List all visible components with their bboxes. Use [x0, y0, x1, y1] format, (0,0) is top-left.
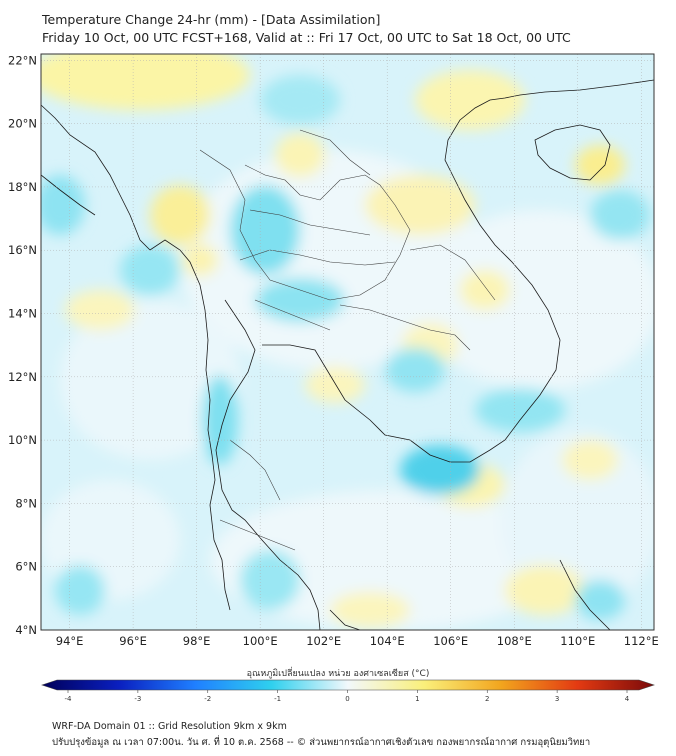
- colorbar: [41, 679, 655, 691]
- colorbar-tick-label: 4: [625, 695, 630, 703]
- temperature-field: [41, 54, 654, 630]
- lon-tick-label: 112°E: [624, 634, 659, 648]
- colorbar-tick-label: -4: [65, 695, 73, 703]
- colorbar-tick-label: -1: [274, 695, 281, 703]
- axis-labels: 22°N 20°N 18°N 16°N 14°N 12°N 10°N 8°N 6°N 4°N 94°…: [8, 53, 659, 648]
- chart-subtitle: Friday 10 Oct, 00 UTC FCST+168, Valid at…: [42, 30, 571, 45]
- lon-tick-label: 110°E: [560, 634, 595, 648]
- lon-tick-label: 106°E: [433, 634, 468, 648]
- lat-tick-label: 6°N: [15, 560, 37, 574]
- lat-tick-label: 20°N: [8, 117, 37, 131]
- lat-tick-label: 14°N: [8, 307, 37, 321]
- lon-tick-label: 98°E: [183, 634, 211, 648]
- lon-tick-label: 108°E: [497, 634, 532, 648]
- lat-tick-label: 18°N: [8, 180, 37, 194]
- lat-tick-label: 10°N: [8, 433, 37, 447]
- lon-tick-label: 102°E: [306, 634, 341, 648]
- lat-tick-label: 4°N: [15, 623, 37, 637]
- footer-update-info: ปรับปรุงข้อมูล ณ เวลา 07:00น. วัน ศ. ที่…: [52, 737, 591, 748]
- colorbar-title: อุณหภูมิเปลี่ยนแปลง หน่วย องศาเซลเซียส (…: [246, 669, 430, 679]
- colorbar-tick-label: 1: [415, 695, 419, 703]
- lat-tick-label: 8°N: [15, 496, 37, 510]
- colorbar-ticks: -4 -3 -2 -1 0 1 2 3 4: [65, 690, 630, 703]
- coastlines: [41, 79, 654, 630]
- map-frame: [40, 53, 655, 631]
- lat-tick-label: 12°N: [8, 370, 37, 384]
- chart-title: Temperature Change 24-hr (mm) - [Data As…: [42, 12, 381, 27]
- colorbar-tick-label: 3: [555, 695, 559, 703]
- colorbar-tick-label: -3: [134, 695, 141, 703]
- footer-model-info: WRF-DA Domain 01 :: Grid Resolution 9km …: [52, 721, 287, 732]
- colorbar-tick-label: 2: [485, 695, 489, 703]
- lat-tick-label: 16°N: [8, 243, 37, 257]
- lon-tick-label: 96°E: [119, 634, 147, 648]
- lat-tick-label: 22°N: [8, 53, 37, 67]
- province-borders: [199, 129, 496, 551]
- lon-tick-label: 94°E: [56, 634, 84, 648]
- lon-tick-label: 100°E: [243, 634, 278, 648]
- colorbar-tick-label: 0: [345, 695, 349, 703]
- colorbar-tick-label: -2: [204, 695, 211, 703]
- lon-tick-label: 104°E: [370, 634, 405, 648]
